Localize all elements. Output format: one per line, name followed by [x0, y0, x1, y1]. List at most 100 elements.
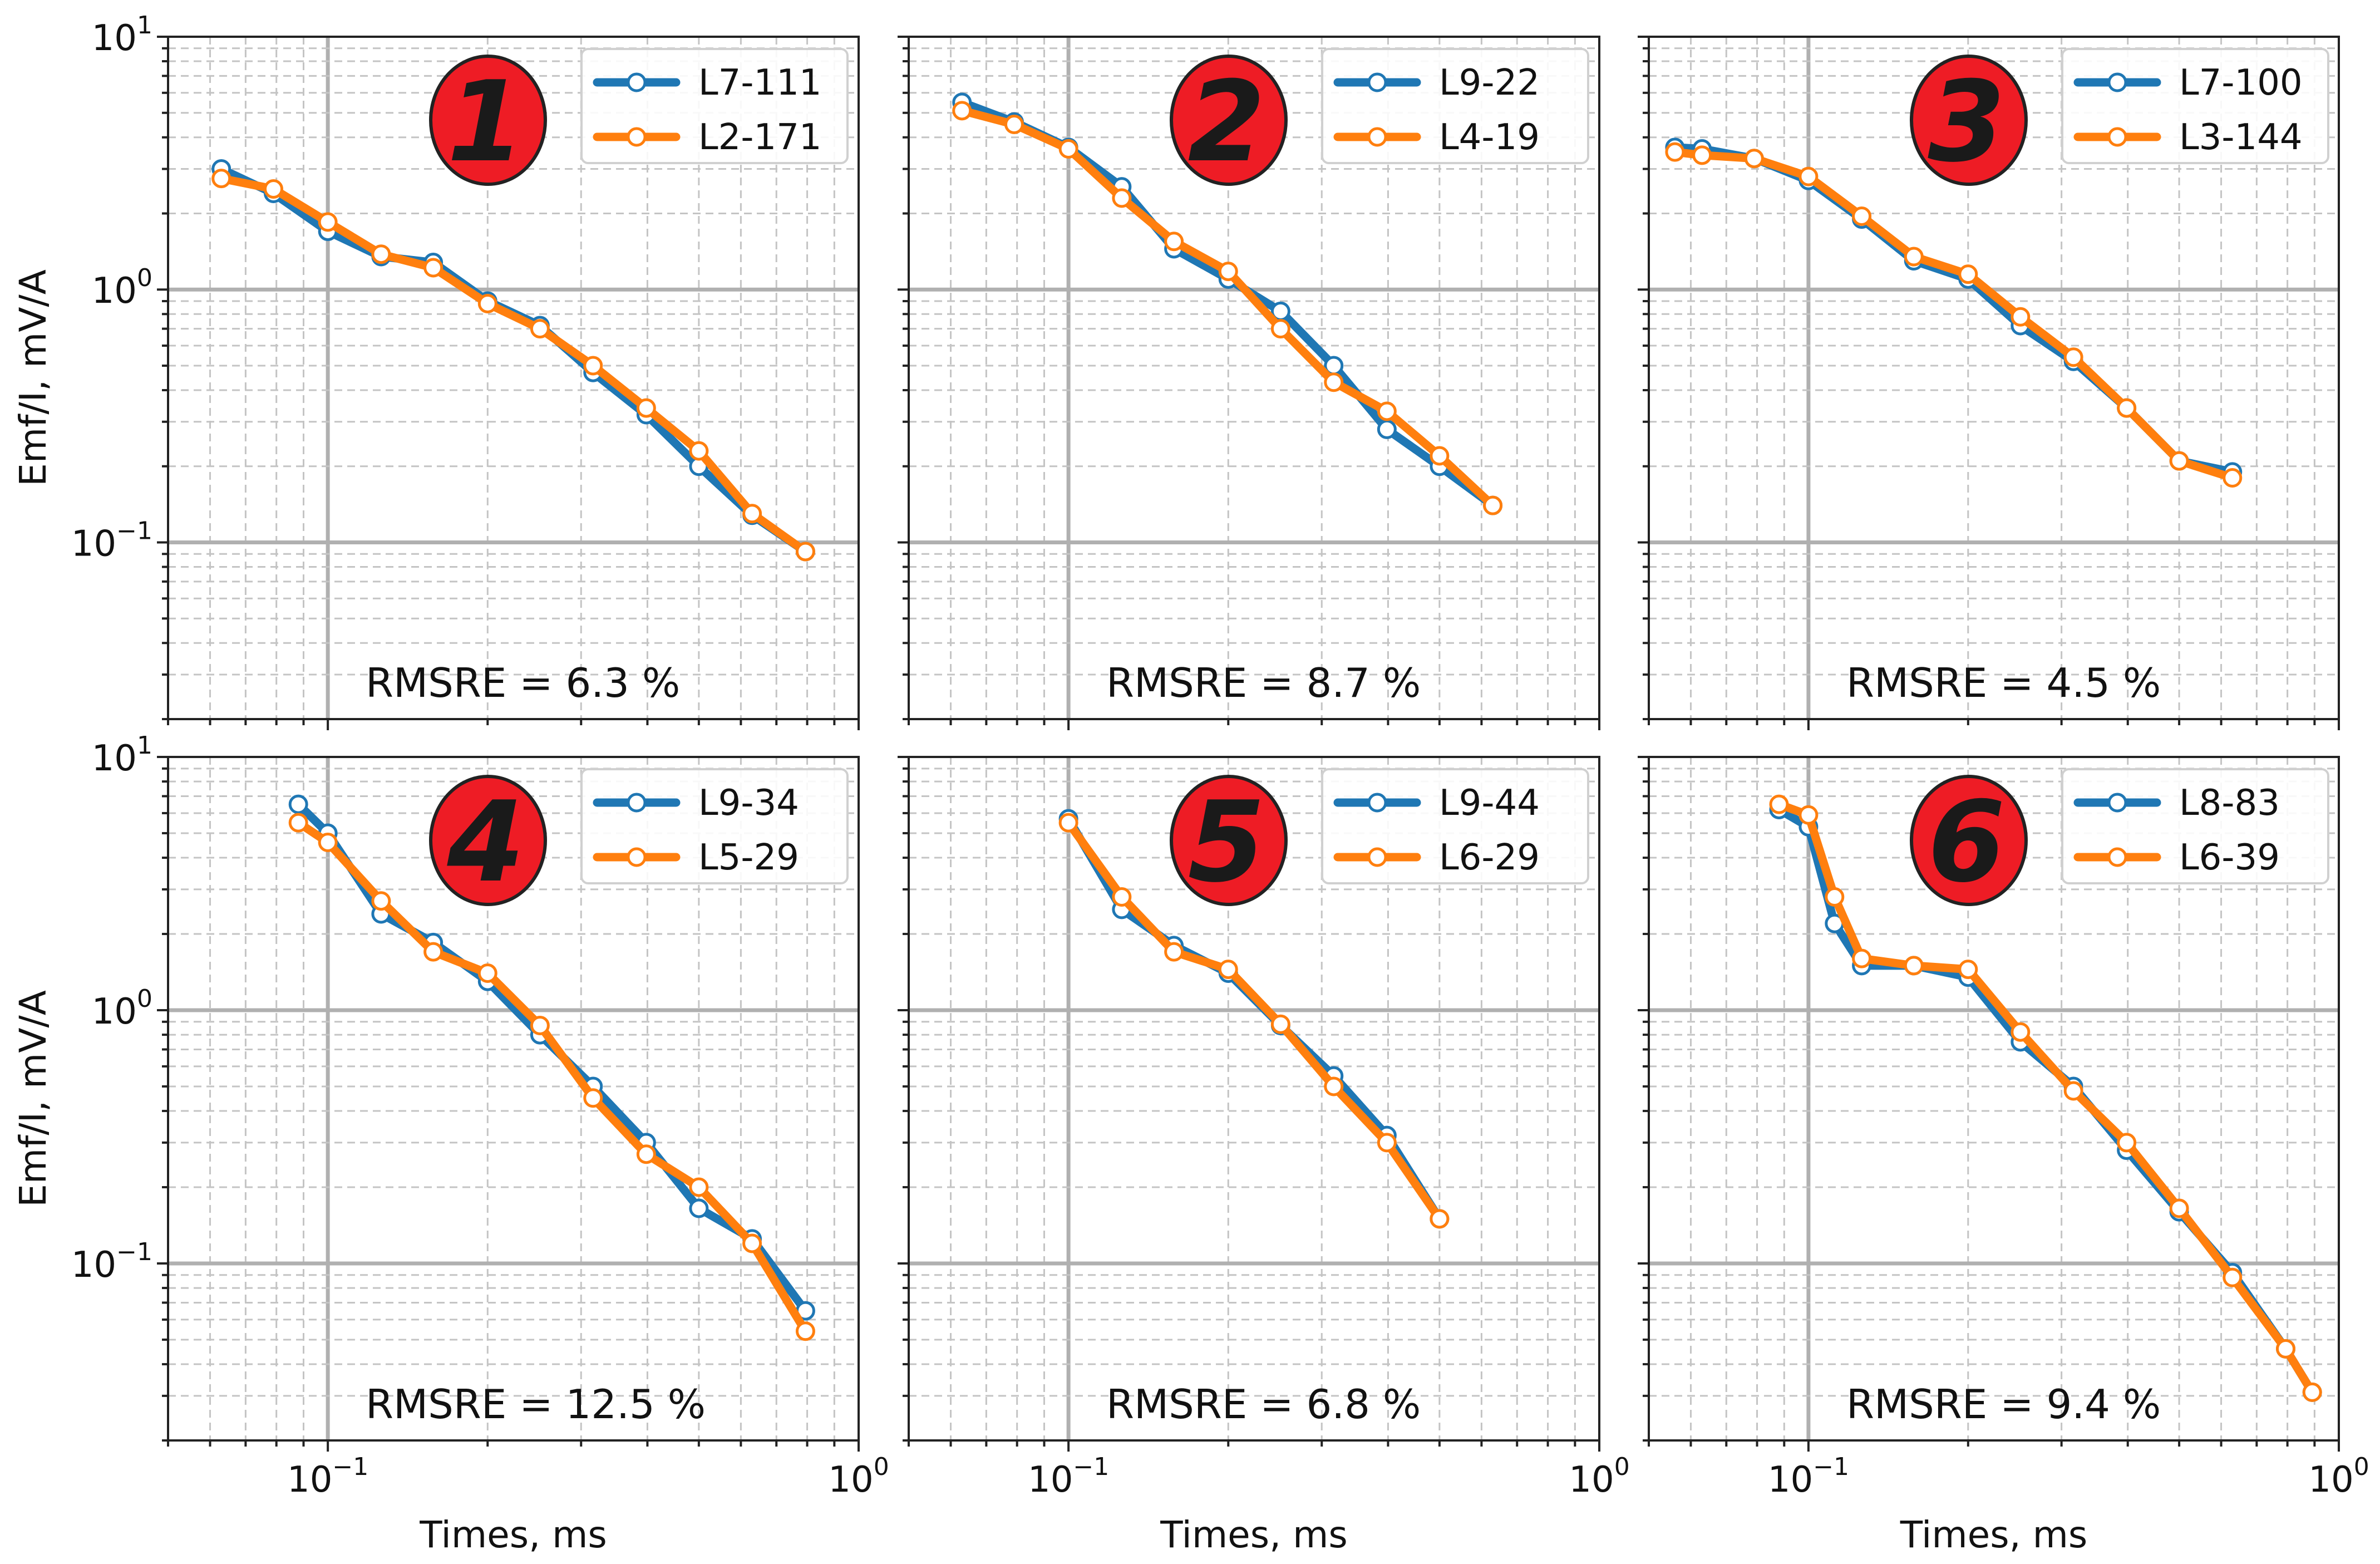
data-point-L2-171 — [477, 293, 497, 313]
y-tick-label: 100 — [92, 264, 152, 312]
x-axis-title: Times, ms — [419, 1513, 607, 1556]
series-line-L6-29 — [1064, 818, 1444, 1223]
legend-swatch-marker — [627, 72, 647, 92]
data-point-L9-34 — [288, 794, 308, 814]
data-point-L3-144 — [1692, 145, 1712, 165]
legend-swatch-marker — [627, 847, 647, 867]
badge-circle — [1910, 775, 2028, 906]
x-grid — [1689, 37, 2315, 719]
axis-ticks — [157, 36, 860, 730]
legend-entry-L8-83: L8-83 — [2073, 783, 2280, 824]
x-tick-label: 10−1 — [1768, 1453, 1849, 1501]
data-point-L3-144 — [1852, 206, 1872, 226]
data-point-L6-39 — [2223, 1267, 2243, 1287]
data-point-L6-29 — [1430, 1209, 1450, 1229]
plot-frame — [908, 36, 1600, 720]
x-tick-label-base: 10 — [2308, 1459, 2353, 1501]
legend: L9-34 L5-29 — [580, 768, 849, 884]
data-point-L3-144 — [2011, 307, 2031, 327]
data-point-L2-171 — [423, 258, 444, 278]
legend-entry-L9-22: L9-22 — [1333, 62, 1540, 104]
badge-circle — [429, 775, 547, 906]
data-point-L5-29 — [530, 1016, 550, 1036]
data-point-L5-29 — [689, 1177, 709, 1197]
y-tick-label: 101 — [92, 11, 152, 59]
data-point-L9-22 — [1377, 419, 1397, 439]
x-tick-label-exponent: −1 — [1073, 1453, 1109, 1481]
series-L6-29 — [1058, 813, 1450, 1229]
data-point-L5-29 — [371, 891, 391, 911]
legend-label: L6-39 — [2179, 837, 2280, 878]
legend-label: L7-100 — [2179, 62, 2303, 104]
legend-entry-L3-144: L3-144 — [2073, 117, 2303, 158]
data-point-L3-144 — [1798, 166, 1819, 186]
data-point-L6-39 — [1825, 887, 1845, 907]
data-point-L4-19 — [952, 101, 972, 121]
y-axis-title: Emf/I, mV/A — [12, 269, 55, 486]
rmsre-label: RMSRE = 12.5 % — [366, 1381, 706, 1428]
plot-frame — [167, 36, 860, 720]
legend-entry-L4-19: L4-19 — [1333, 117, 1540, 158]
data-point-L6-29 — [1112, 887, 1132, 907]
badge-circle — [1170, 55, 1288, 186]
data-point-L2-171 — [211, 169, 231, 189]
axis-ticks — [898, 36, 1600, 730]
data-point-L5-29 — [583, 1088, 603, 1108]
data-point-L3-144 — [1958, 264, 1978, 284]
legend-entry-L6-39: L6-39 — [2073, 837, 2280, 878]
x-tick-label-exponent: −1 — [332, 1453, 368, 1481]
data-point-L6-29 — [1377, 1133, 1397, 1153]
data-point-L6-39 — [2276, 1339, 2296, 1359]
legend-label: L9-44 — [1439, 783, 1540, 824]
panel-number-badge: 2 — [1170, 55, 1288, 187]
data-point-L5-29 — [423, 942, 444, 962]
y-tick-label-exponent: 1 — [137, 731, 152, 760]
data-point-L2-171 — [636, 398, 656, 418]
legend-swatch-marker — [1367, 72, 1387, 92]
legend-label: L8-83 — [2179, 783, 2280, 824]
data-point-L6-39 — [1769, 794, 1789, 814]
legend-swatch-marker — [2107, 127, 2127, 147]
badge-circle — [429, 55, 547, 186]
data-point-L6-29 — [1218, 960, 1238, 980]
x-grid — [209, 37, 835, 719]
data-point-L2-171 — [371, 244, 391, 264]
data-point-L2-171 — [795, 542, 815, 562]
data-point-L4-19 — [1058, 139, 1078, 159]
legend-label: L5-29 — [698, 837, 799, 878]
badge-number: 3 — [1928, 57, 2005, 187]
plot-frame — [1648, 756, 2340, 1442]
data-point-L6-29 — [1324, 1076, 1344, 1096]
panel-number-badge: 6 — [1910, 775, 2028, 907]
axis-ticks — [898, 756, 1600, 1452]
legend-swatch-marker — [2107, 847, 2127, 867]
rmsre-label: RMSRE = 8.7 % — [1106, 660, 1421, 706]
plot-frame — [908, 756, 1600, 1442]
y-tick-label-exponent: 1 — [137, 11, 152, 40]
panel-2: RMSRE = 8.7 % 2 L9-22 L4-19 — [898, 36, 1600, 730]
data-point-L4-19 — [1483, 495, 1503, 515]
x-grid — [950, 757, 1576, 1440]
data-point-L2-171 — [318, 212, 338, 232]
data-point-L2-171 — [530, 319, 550, 339]
legend-swatch-marker — [1367, 793, 1387, 813]
data-point-L2-171 — [742, 504, 762, 524]
data-point-L5-29 — [288, 813, 308, 833]
data-point-L3-144 — [1904, 247, 1924, 267]
y-tick-label: 10−1 — [71, 517, 152, 564]
data-point-L6-39 — [1958, 960, 1978, 980]
plot-frame — [167, 756, 860, 1442]
axis-ticks — [1638, 756, 2340, 1452]
data-point-L6-39 — [2117, 1133, 2137, 1153]
y-grid — [1649, 47, 2339, 676]
data-point-L3-144 — [2223, 468, 2243, 488]
badge-circle — [1910, 55, 2028, 186]
rmsre-label: RMSRE = 6.8 % — [1106, 1381, 1421, 1428]
y-tick-label: 100 — [92, 985, 152, 1032]
data-point-L6-39 — [2302, 1382, 2322, 1402]
data-point-L4-19 — [1324, 372, 1344, 392]
legend-label: L3-144 — [2179, 117, 2303, 158]
